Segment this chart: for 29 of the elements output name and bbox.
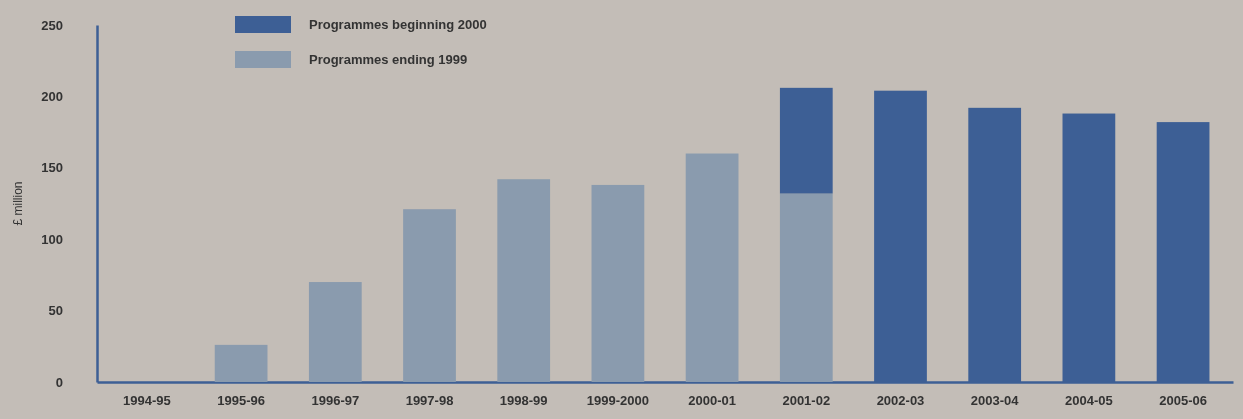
y-tick-label: 0 bbox=[55, 374, 63, 390]
x-tick-label: 2000-01 bbox=[688, 393, 736, 409]
x-tick-label: 1997-98 bbox=[405, 393, 454, 409]
y-tick-label: 200 bbox=[41, 89, 63, 105]
bar bbox=[779, 193, 833, 382]
bar bbox=[591, 184, 645, 382]
legend-label: Programmes beginning 2000 bbox=[309, 17, 487, 32]
x-tick-label: 2005-06 bbox=[1159, 393, 1207, 409]
x-tick-label: 2002-03 bbox=[876, 393, 925, 409]
bar bbox=[214, 344, 268, 382]
x-tick-label: 1999-2000 bbox=[586, 393, 649, 409]
x-tick-label: 1994-95 bbox=[123, 393, 171, 409]
y-tick-label: 100 bbox=[41, 231, 63, 247]
y-tick-label: 50 bbox=[48, 303, 63, 319]
y-tick-label: 250 bbox=[41, 17, 63, 33]
bar bbox=[308, 282, 362, 382]
x-tick-label: 2004-05 bbox=[1065, 393, 1113, 409]
x-tick-label: 2001-02 bbox=[782, 393, 831, 409]
x-tick-label: 1995-96 bbox=[217, 393, 265, 409]
x-tick-label: 2003-04 bbox=[970, 393, 1020, 409]
bar bbox=[497, 179, 551, 382]
y-tick-label: 150 bbox=[41, 160, 63, 176]
legend-label: Programmes ending 1999 bbox=[309, 52, 468, 67]
bar bbox=[779, 87, 833, 194]
x-tick-label: 1998-99 bbox=[499, 393, 548, 409]
y-axis-title: £ million bbox=[11, 181, 25, 226]
x-tick-label: 1996-97 bbox=[311, 393, 360, 409]
bar bbox=[685, 153, 739, 382]
bar bbox=[403, 209, 456, 382]
